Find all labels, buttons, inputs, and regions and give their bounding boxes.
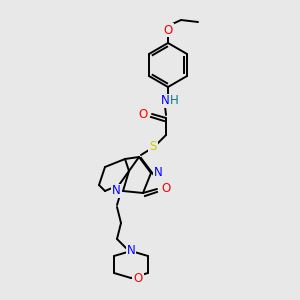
- Text: O: O: [161, 182, 171, 196]
- Text: N: N: [112, 184, 120, 197]
- Text: N: N: [127, 244, 135, 257]
- Text: N: N: [160, 94, 169, 107]
- Text: O: O: [164, 23, 172, 37]
- Text: S: S: [149, 140, 157, 154]
- Text: O: O: [138, 107, 148, 121]
- Text: N: N: [154, 167, 162, 179]
- Text: H: H: [169, 94, 178, 107]
- Text: O: O: [134, 272, 142, 284]
